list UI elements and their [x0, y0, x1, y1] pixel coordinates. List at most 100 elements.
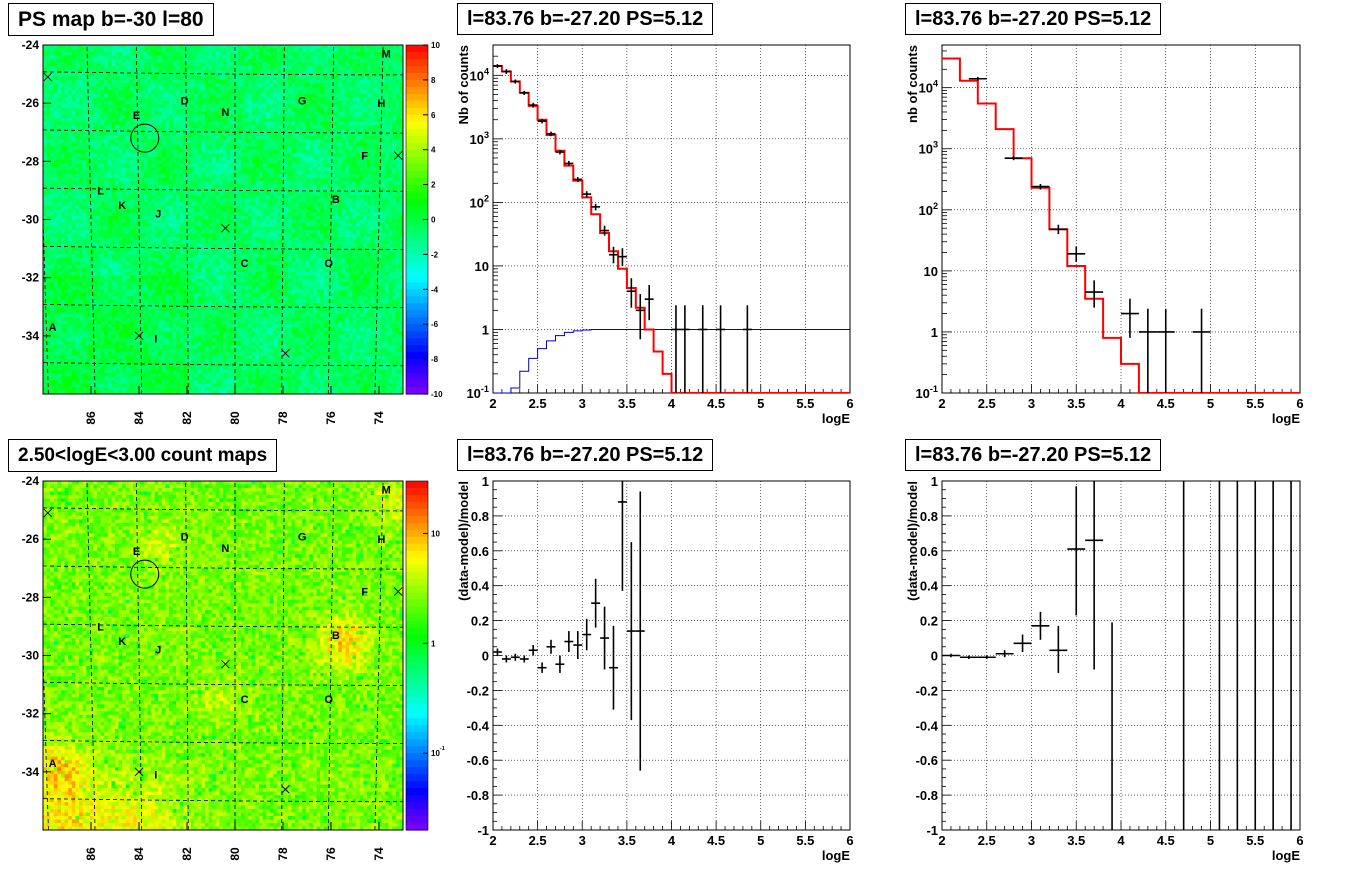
map-cell — [154, 198, 159, 203]
map-cell — [309, 58, 314, 64]
map-cell — [248, 156, 253, 161]
map-cell — [302, 76, 307, 81]
map-cell — [100, 62, 105, 67]
map-cell — [287, 83, 292, 88]
map-cell — [97, 170, 102, 175]
map-cell — [262, 177, 267, 182]
map-cell — [367, 69, 372, 74]
map-cell — [251, 62, 256, 67]
map-cell — [370, 62, 375, 67]
map-cell — [367, 104, 372, 109]
map-cell — [208, 202, 213, 207]
map-cell — [262, 55, 267, 60]
map-cell — [140, 167, 145, 172]
map-cell — [100, 149, 105, 154]
map-cell — [172, 48, 177, 53]
map-cell — [269, 65, 274, 71]
map-cell — [356, 79, 361, 84]
map-cell — [208, 90, 213, 95]
map-cell — [323, 205, 328, 210]
map-cell — [187, 104, 192, 109]
map-cell — [266, 65, 271, 71]
map-cell — [259, 184, 264, 189]
map-cell — [71, 135, 76, 140]
map-cell — [165, 205, 170, 210]
map-cell — [133, 191, 138, 196]
map-cell — [277, 86, 282, 91]
map-cell — [377, 111, 382, 116]
map-cell — [158, 195, 163, 200]
map-cell — [305, 58, 310, 64]
map-cell — [46, 72, 51, 78]
map-cell — [295, 202, 300, 207]
map-cell — [122, 195, 127, 200]
map-cell — [111, 191, 116, 196]
map-cell — [280, 181, 285, 186]
map-cell — [392, 114, 397, 119]
map-cell — [212, 191, 217, 196]
map-cell — [143, 90, 148, 95]
map-cell — [226, 76, 231, 81]
map-cell — [241, 174, 246, 179]
map-cell — [251, 111, 256, 116]
map-cell — [115, 79, 120, 84]
map-cell — [349, 93, 354, 98]
map-cell — [388, 184, 393, 189]
map-cell — [143, 65, 148, 71]
map-cell — [118, 153, 123, 158]
map-cell — [133, 142, 138, 147]
map-cell — [82, 167, 87, 172]
map-cell — [230, 83, 235, 88]
map-cell — [197, 83, 202, 88]
map-cell — [93, 118, 98, 123]
map-cell — [295, 177, 300, 182]
map-cell — [345, 167, 350, 172]
map-cell — [395, 188, 400, 193]
map-cell — [233, 132, 238, 137]
map-cell — [226, 139, 231, 144]
map-cell — [223, 198, 228, 203]
map-cell — [316, 198, 321, 203]
map-cell — [356, 167, 361, 172]
map-cell — [111, 156, 116, 161]
map-cell — [233, 58, 238, 64]
map-cell — [241, 100, 246, 105]
map-cell — [64, 156, 69, 161]
map-cell — [248, 118, 253, 123]
map-cell — [374, 86, 379, 91]
map-cell — [169, 58, 174, 64]
map-cell — [259, 55, 264, 60]
map-cell — [89, 121, 94, 126]
map-cell — [305, 216, 310, 221]
map-cell — [187, 51, 192, 57]
map-cell — [287, 69, 292, 74]
map-cell — [370, 139, 375, 144]
map-cell — [71, 181, 76, 186]
map-cell — [122, 114, 127, 119]
map-cell — [43, 111, 48, 116]
map-cell — [313, 191, 318, 196]
map-cell — [50, 160, 55, 165]
map-cell — [118, 48, 123, 53]
map-cell — [136, 97, 141, 102]
map-cell — [100, 48, 105, 53]
map-cell — [82, 139, 87, 144]
map-cell — [104, 132, 109, 137]
map-cell — [395, 125, 400, 130]
map-cell — [244, 86, 249, 91]
map-cell — [86, 76, 91, 81]
map-cell — [205, 51, 210, 57]
map-cell — [43, 209, 48, 214]
map-cell — [320, 163, 325, 168]
map-cell — [334, 55, 339, 60]
map-cell — [269, 170, 274, 175]
map-cell — [183, 153, 188, 158]
map-cell — [237, 135, 242, 140]
map-cell — [352, 153, 357, 158]
map-cell — [259, 125, 264, 130]
map-cell — [93, 114, 98, 119]
map-cell — [122, 188, 127, 193]
map-cell — [356, 139, 361, 144]
map-cell — [161, 118, 166, 123]
map-cell — [349, 51, 354, 57]
